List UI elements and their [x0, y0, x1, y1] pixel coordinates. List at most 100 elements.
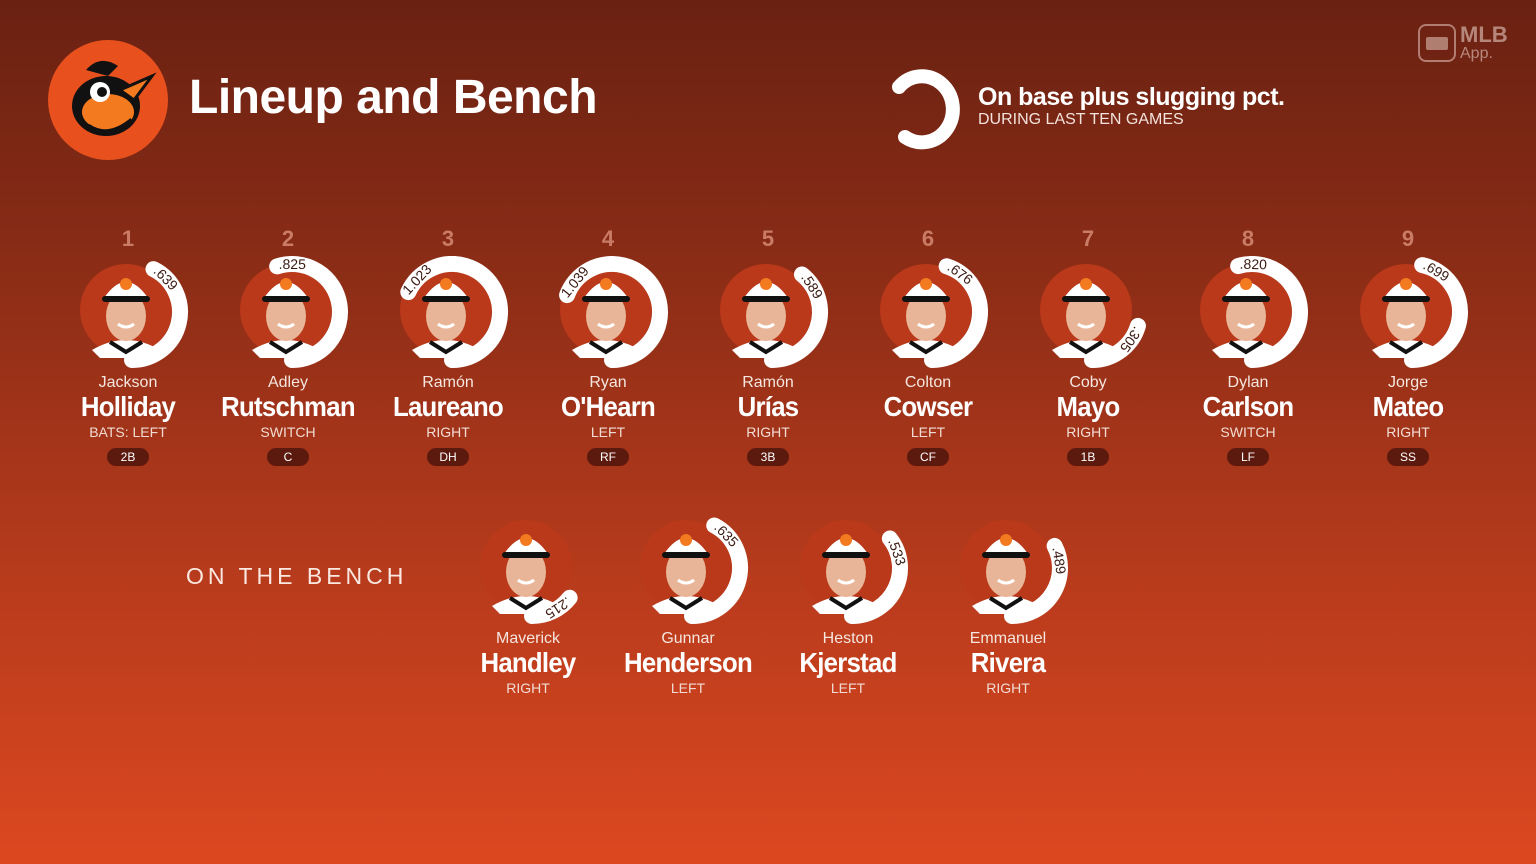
- lineup-player: 5 .589 Ramón Urías RIGHT 3B: [688, 226, 848, 466]
- position-badge: RF: [587, 448, 629, 466]
- bats-hand: BATS: LEFT: [89, 424, 167, 440]
- ops-arc: [1230, 256, 1308, 368]
- player-photo: [560, 264, 652, 358]
- ops-ring: .533: [768, 512, 928, 632]
- bats-hand: RIGHT: [746, 424, 790, 440]
- first-name: Maverick: [495, 630, 560, 647]
- first-name: Coby: [1069, 374, 1107, 391]
- bats-hand: LEFT: [670, 680, 706, 696]
- batting-order: 5: [761, 226, 775, 251]
- batting-order: 6: [921, 226, 935, 251]
- ops-arc: [400, 256, 508, 368]
- bats-hand: LEFT: [910, 424, 946, 440]
- last-name: Carlson: [1202, 391, 1294, 422]
- first-name: Ramón: [742, 374, 794, 391]
- ops-ring: .215: [448, 512, 608, 632]
- ops-arc: [1004, 537, 1068, 624]
- batting-order: 9: [1401, 226, 1415, 251]
- oriole-bird-icon: [72, 60, 157, 136]
- first-name: Ramón: [422, 374, 474, 391]
- bench-player: .489 Emmanuel Rivera RIGHT: [928, 512, 1088, 696]
- mlb-app-logo: MLB App.: [1418, 24, 1508, 62]
- ops-ring: 1.039: [528, 256, 688, 376]
- player-photo: [960, 520, 1052, 614]
- batting-order: 3: [441, 226, 455, 251]
- player-photo: [240, 264, 332, 358]
- position-badge: 3B: [747, 448, 789, 466]
- last-name: Mateo: [1372, 391, 1444, 422]
- player-photo: [640, 520, 732, 614]
- lineup-player: 2 .825 Adley Rutschman SWITCH C: [208, 226, 368, 466]
- last-name: Holliday: [80, 391, 176, 422]
- batting-order: 7: [1081, 226, 1095, 251]
- batting-order: 1: [121, 226, 135, 251]
- position-badge: 1B: [1067, 448, 1109, 466]
- last-name: Cowser: [883, 391, 973, 422]
- legend-arc-icon: [892, 69, 960, 150]
- bench-player: .533 Heston Kjerstad LEFT: [768, 512, 928, 696]
- first-name: Adley: [267, 374, 309, 391]
- first-name: Jackson: [98, 374, 158, 391]
- batting-order: 4: [601, 226, 615, 251]
- ops-arc: [764, 266, 828, 368]
- ops-ring: .489: [928, 512, 1088, 632]
- last-name: Urías: [737, 391, 799, 422]
- ops-value: .489: [1049, 546, 1069, 576]
- first-name: Ryan: [589, 374, 627, 391]
- legend-title: On base plus slugging pct.: [978, 83, 1285, 111]
- lineup-player: 6 .676 Colton Cowser LEFT CF: [848, 226, 1008, 466]
- ops-ring: 1.023: [368, 256, 528, 376]
- player-photo: [1040, 264, 1132, 358]
- lineup-player: 1 .639 Jackson Holliday BATS: LEFT 2B: [48, 226, 208, 466]
- last-name: Mayo: [1056, 391, 1121, 422]
- player-photo: [880, 264, 972, 358]
- last-name: Henderson: [624, 647, 753, 678]
- app-text: App.: [1460, 45, 1493, 62]
- batting-order: 2: [281, 226, 295, 251]
- player-photo: [400, 264, 492, 358]
- mlb-logo-icon: [1418, 24, 1456, 62]
- ops-ring: .589: [688, 256, 848, 376]
- ops-arc: [124, 261, 188, 368]
- page-title: Lineup and Bench: [189, 71, 598, 124]
- ops-ring: .639: [48, 256, 208, 376]
- mlb-text: MLB: [1460, 22, 1508, 47]
- last-name: Laureano: [392, 391, 504, 422]
- ops-arc: [1084, 317, 1146, 368]
- ops-ring: .305: [1008, 256, 1168, 376]
- batting-order: 8: [1241, 226, 1255, 251]
- bats-hand: LEFT: [830, 680, 866, 696]
- bench-player: .635 Gunnar Henderson LEFT: [608, 512, 768, 696]
- bats-hand: RIGHT: [506, 680, 550, 696]
- first-name: Heston: [822, 630, 874, 647]
- ops-arc: [924, 258, 988, 368]
- last-name: Rivera: [970, 647, 1046, 678]
- position-badge: 2B: [107, 448, 149, 466]
- bats-hand: SWITCH: [260, 424, 316, 440]
- lineup-player: 8 .820 Dylan Carlson SWITCH LF: [1168, 226, 1328, 466]
- last-name: Handley: [480, 647, 576, 678]
- orioles-logo: [48, 40, 168, 160]
- bats-hand: SWITCH: [1220, 424, 1276, 440]
- legend-subtitle: DURING LAST TEN GAMES: [978, 111, 1184, 128]
- ops-arc: [524, 589, 578, 624]
- player-photo: [1200, 264, 1292, 358]
- first-name: Emmanuel: [969, 630, 1047, 647]
- ops-ring: .676: [848, 256, 1008, 376]
- bats-hand: LEFT: [590, 424, 626, 440]
- bats-hand: RIGHT: [1386, 424, 1430, 440]
- first-name: Gunnar: [661, 630, 715, 647]
- first-name: Colton: [904, 374, 952, 391]
- lineup-player: 7 .305 Coby Mayo RIGHT 1B: [1008, 226, 1168, 466]
- position-badge: SS: [1387, 448, 1429, 466]
- last-name: Rutschman: [221, 391, 355, 422]
- position-badge: LF: [1227, 448, 1269, 466]
- position-badge: CF: [907, 448, 949, 466]
- bats-hand: RIGHT: [986, 680, 1030, 696]
- ops-value: .820: [1239, 256, 1267, 272]
- ops-ring: .825: [208, 256, 368, 376]
- ops-arc: [684, 517, 748, 624]
- player-photo: [480, 520, 572, 614]
- ops-ring: .635: [608, 512, 768, 632]
- bats-hand: RIGHT: [1066, 424, 1110, 440]
